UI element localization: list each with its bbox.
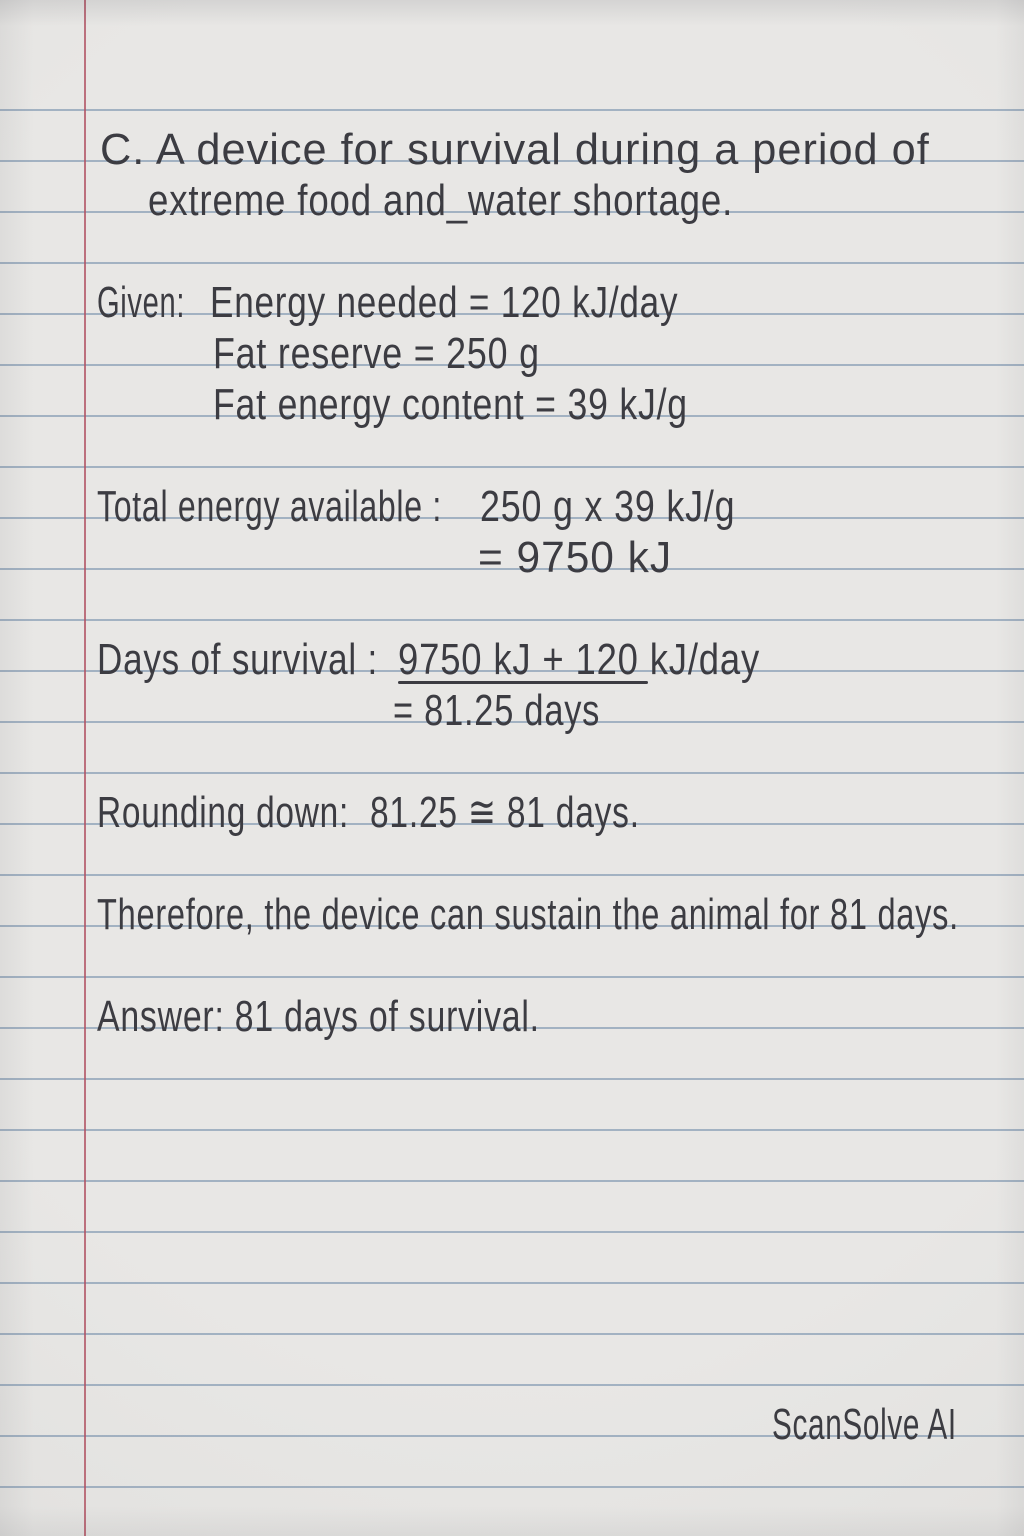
answer-text: Answer: 81 days of survival. bbox=[97, 992, 540, 1041]
total-energy-label: Total energy available : bbox=[97, 482, 443, 531]
given-label: Given: bbox=[97, 278, 186, 327]
brand-watermark: ScanSolve AI bbox=[772, 1400, 957, 1449]
days-of-survival-expression: 9750 kJ + 120 kJ/day bbox=[398, 635, 761, 684]
fraction-underline bbox=[398, 681, 648, 684]
given-item-fat-reserve: Fat reserve = 250 g bbox=[213, 329, 540, 378]
ruled-lines bbox=[0, 109, 1024, 1536]
given-item-energy-needed: Energy needed = 120 kJ/day bbox=[210, 278, 679, 327]
days-of-survival-result: = 81.25 days bbox=[393, 686, 601, 735]
problem-statement-line-2: extreme food and_water shortage. bbox=[148, 176, 734, 225]
total-energy-expression: 250 g x 39 kJ/g bbox=[480, 482, 736, 531]
days-of-survival-label: Days of survival : bbox=[97, 635, 378, 684]
rounding-value: 81.25 ≅ 81 days. bbox=[370, 788, 640, 837]
rounding-label: Rounding down: bbox=[97, 788, 350, 837]
given-item-fat-energy-content: Fat energy content = 39 kJ/g bbox=[213, 380, 688, 429]
conclusion-text: Therefore, the device can sustain the an… bbox=[97, 890, 959, 939]
problem-statement-line-1: C. A device for survival during a period… bbox=[100, 125, 930, 174]
margin-line bbox=[84, 0, 86, 1536]
total-energy-result: = 9750 kJ bbox=[478, 533, 673, 582]
